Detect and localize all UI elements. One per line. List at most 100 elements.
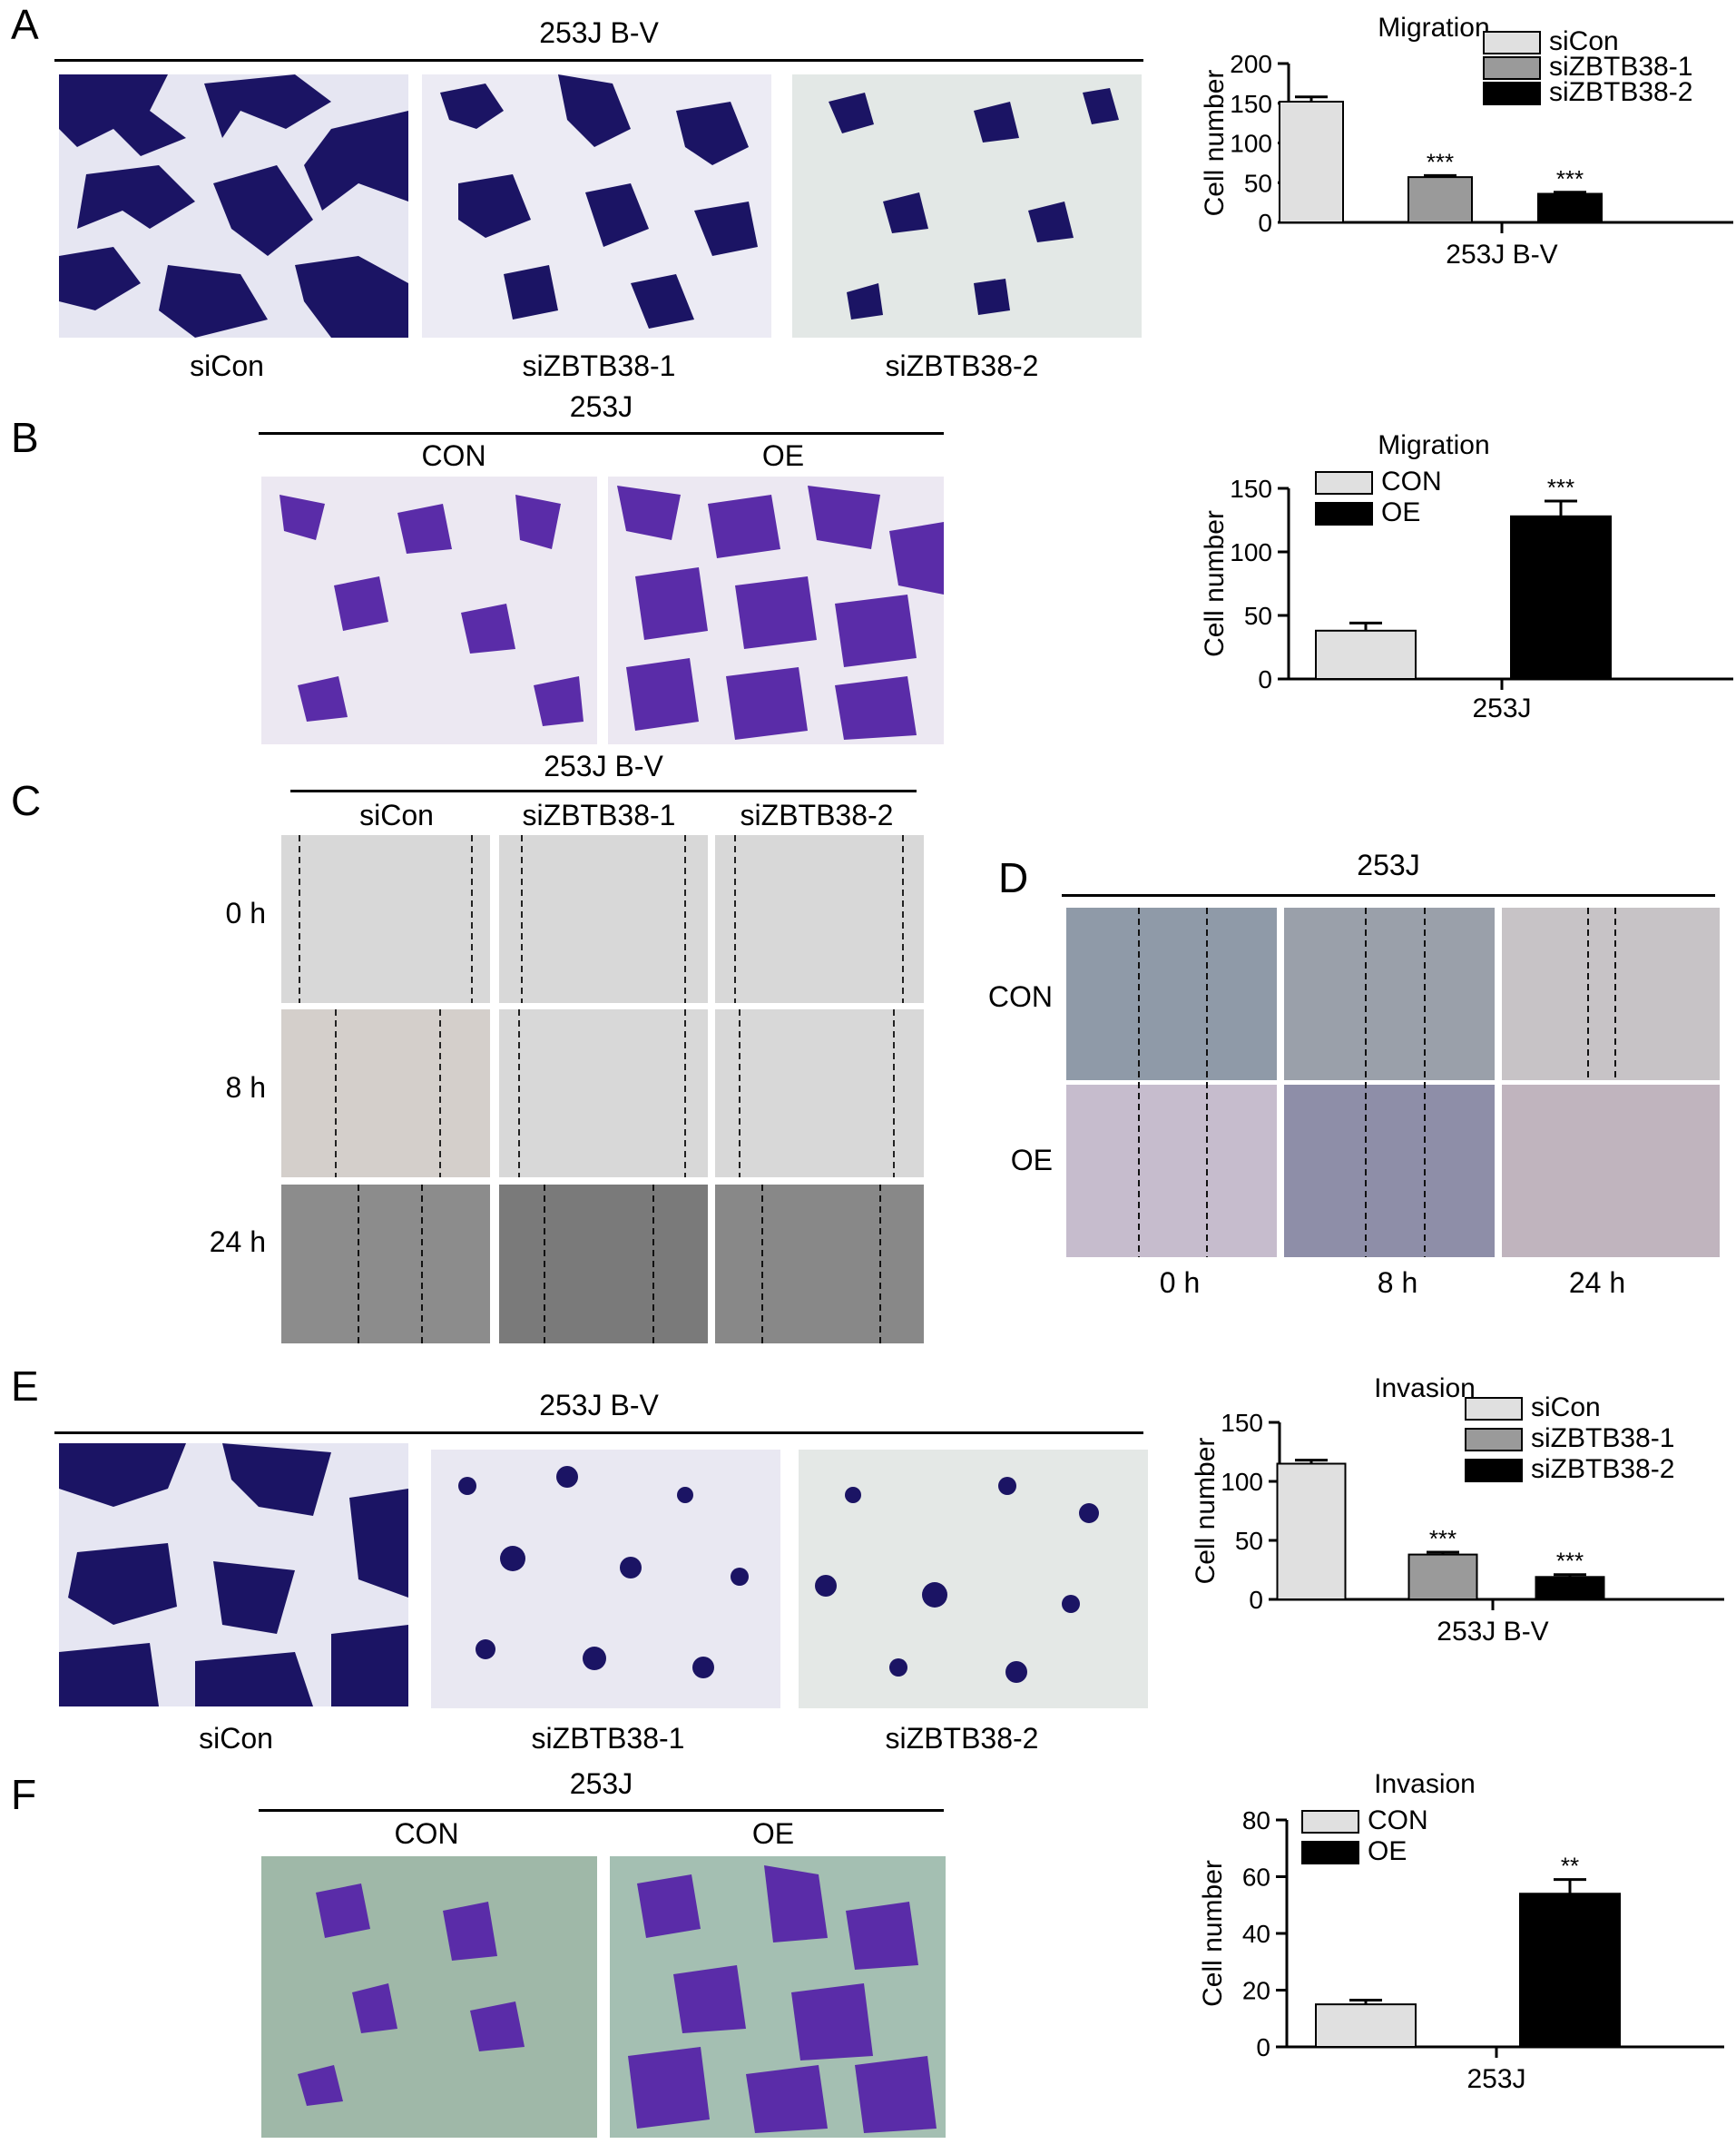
- micrograph-a-sizbtb38-2: [792, 74, 1142, 338]
- caption-a-sicon: siCon: [190, 349, 264, 382]
- micrograph-f-oe: [610, 1856, 946, 2138]
- bar-siZBTB38-2: [1535, 1576, 1605, 1601]
- col-c-sizbtb38-2: siZBTB38-2: [740, 799, 894, 831]
- y-tick-label: 0: [1258, 665, 1272, 693]
- micrograph-a-sicon: [59, 74, 408, 338]
- bar-siCon: [1276, 1462, 1347, 1600]
- chart-title: Invasion: [1374, 1769, 1476, 1799]
- micrograph-f-con: [261, 1856, 597, 2138]
- x-axis-label: 253J B-V: [1446, 240, 1557, 270]
- y-tick-label: 150: [1230, 90, 1272, 118]
- y-tick-label: 0: [1249, 1586, 1263, 1614]
- caption-e-sicon: siCon: [199, 1722, 273, 1755]
- y-axis-label: Cell number: [1198, 1860, 1228, 2007]
- legend-label-siCon: siCon: [1531, 1392, 1601, 1422]
- row-c-8h: 8 h: [225, 1071, 266, 1104]
- panel-d-group-title: 253J: [1357, 849, 1420, 881]
- chart-title: Invasion: [1374, 1373, 1476, 1403]
- panel-e-group-rule: [54, 1431, 1143, 1434]
- significance-label: ***: [1547, 474, 1574, 501]
- y-tick-label: 60: [1242, 1864, 1270, 1892]
- significance-label: ***: [1556, 1548, 1584, 1575]
- y-tick-label: 150: [1230, 475, 1272, 503]
- panel-label-e: E: [11, 1362, 39, 1410]
- y-tick-label: 0: [1256, 2033, 1270, 2061]
- row-d-con: CON: [987, 980, 1053, 1013]
- stained-cells-medium: [422, 74, 771, 338]
- panel-label-f: F: [11, 1771, 37, 1818]
- stained-cells-dense: [610, 1856, 946, 2138]
- significance-label: ***: [1556, 165, 1584, 192]
- legend-swatch-CON: [1301, 1810, 1359, 1834]
- legend-swatch-siZBTB38-1: [1465, 1428, 1523, 1451]
- panel-b-group-title: 253J: [569, 390, 633, 423]
- y-tick-label: 40: [1242, 1920, 1270, 1948]
- caption-b-con: CON: [421, 439, 486, 472]
- bar-siZBTB38-1: [1407, 176, 1473, 223]
- col-d-0h: 0 h: [1159, 1266, 1201, 1299]
- stained-cells-sparse: [261, 1856, 597, 2138]
- bar-OE: [1519, 1893, 1621, 2048]
- caption-a-sizbtb38-1: siZBTB38-1: [522, 349, 676, 382]
- legend-swatch-siZBTB38-2: [1465, 1459, 1523, 1482]
- micrograph-e-sicon: [59, 1443, 408, 1706]
- y-tick-label: 100: [1230, 130, 1272, 158]
- panel-f-group-title: 253J: [569, 1767, 633, 1800]
- legend-label-siZBTB38-2: siZBTB38-2: [1549, 77, 1692, 107]
- legend-label-OE: OE: [1368, 1836, 1407, 1866]
- chart-title: Migration: [1378, 13, 1489, 43]
- y-tick-label: 0: [1258, 209, 1272, 237]
- scratch-row-8h: [281, 1009, 924, 1177]
- bar-CON: [1315, 629, 1417, 681]
- panel-d-group-rule: [1062, 894, 1715, 897]
- micrograph-e-sizbtb38-2: [799, 1450, 1148, 1708]
- col-c-sicon: siCon: [359, 799, 434, 831]
- stained-cells-sparse: [792, 74, 1142, 338]
- col-d-8h: 8 h: [1377, 1266, 1418, 1299]
- panel-label-b: B: [11, 414, 39, 461]
- caption-b-oe: OE: [761, 439, 805, 472]
- micrograph-e-sizbtb38-1: [431, 1450, 780, 1708]
- x-axis-label: 253J B-V: [1437, 1617, 1548, 1647]
- x-axis-label: 253J: [1466, 2064, 1525, 2094]
- caption-f-oe: OE: [751, 1817, 795, 1850]
- stained-cells-sparse: [431, 1450, 780, 1708]
- y-tick-label: 50: [1235, 1527, 1263, 1555]
- bar-OE: [1510, 515, 1612, 680]
- micrograph-b-con: [261, 477, 597, 744]
- legend-label-CON: CON: [1368, 1805, 1428, 1835]
- stained-cells-sparse: [799, 1450, 1148, 1708]
- micrograph-b-oe: [608, 477, 944, 744]
- y-axis-label: Cell number: [1200, 510, 1230, 657]
- significance-label: ***: [1427, 148, 1454, 175]
- panel-label-d: D: [998, 854, 1029, 901]
- panel-f-group-rule: [259, 1809, 944, 1812]
- panel-label-a: A: [11, 1, 39, 48]
- y-tick-label: 200: [1230, 50, 1272, 78]
- bar-siCon: [1279, 101, 1344, 223]
- micrograph-a-sizbtb38-1: [422, 74, 771, 338]
- legend-label-siZBTB38-1: siZBTB38-1: [1549, 52, 1692, 82]
- legend-swatch-siCon: [1483, 31, 1541, 54]
- chart-title: Migration: [1378, 430, 1489, 460]
- scratch-row-24h: [281, 1185, 924, 1343]
- caption-e-sizbtb38-2: siZBTB38-2: [885, 1722, 1039, 1755]
- y-tick-label: 20: [1242, 1977, 1270, 2005]
- stained-cells-dense: [59, 74, 408, 338]
- stained-cells-dense: [59, 1443, 408, 1706]
- panel-b-group-rule: [259, 432, 944, 435]
- y-tick-label: 50: [1244, 602, 1272, 630]
- panel-c-group-title: 253J B-V: [544, 750, 663, 782]
- panel-a-group-title: 253J B-V: [539, 16, 659, 49]
- caption-f-con: CON: [394, 1817, 459, 1850]
- stained-cells-sparse: [261, 477, 597, 744]
- caption-a-sizbtb38-2: siZBTB38-2: [885, 349, 1039, 382]
- legend-swatch-siZBTB38-2: [1483, 82, 1541, 105]
- legend-swatch-siCon: [1465, 1397, 1523, 1421]
- panel-a-group-rule: [54, 59, 1143, 62]
- row-c-0h: 0 h: [225, 897, 266, 929]
- stained-cells-dense: [608, 477, 944, 744]
